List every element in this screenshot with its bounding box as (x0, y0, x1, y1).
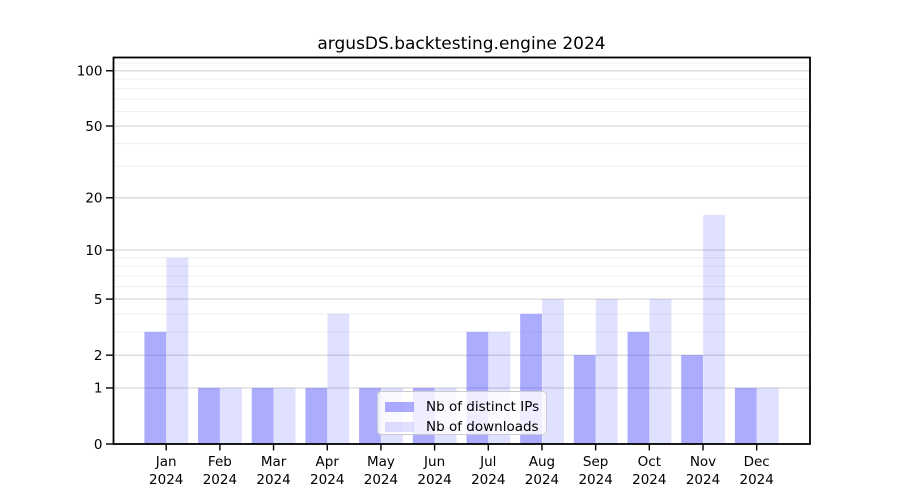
legend-item-distinct-ips: Nb of distinct IPs (378, 397, 546, 417)
bar-distinct-ips-dec-2024 (734, 387, 757, 444)
bar-distinct-ips-nov-2024 (681, 355, 703, 444)
bar-downloads-aug-2024 (542, 299, 564, 444)
legend-swatch-distinct-ips (385, 402, 414, 412)
x-tick-label-month: Mar (261, 454, 287, 470)
bar-distinct-ips-mar-2024 (251, 387, 274, 444)
x-tick-label-year: 2024 (364, 472, 398, 488)
y-tick-label: 2 (94, 348, 103, 364)
y-tick-label: 50 (85, 119, 102, 135)
y-tick-label: 0 (94, 437, 103, 453)
x-tick-label-month: Apr (316, 454, 340, 470)
x-tick-label-year: 2024 (525, 472, 559, 488)
x-tick-label-year: 2024 (417, 472, 451, 488)
x-tick-label-month: Jan (155, 454, 177, 470)
x-tick-label-year: 2024 (256, 472, 290, 488)
bar-downloads-nov-2024 (703, 214, 725, 444)
x-tick-label-year: 2024 (310, 472, 344, 488)
y-tick-label: 1 (94, 381, 103, 397)
bar-distinct-ips-may-2024 (359, 387, 381, 444)
chart-legend: Nb of distinct IPs Nb of downloads (377, 391, 547, 435)
bar-distinct-ips-apr-2024 (305, 387, 328, 444)
legend-swatch-downloads (385, 422, 414, 432)
bar-distinct-ips-sep-2024 (573, 355, 596, 444)
y-tick-label: 100 (77, 64, 103, 80)
chart-title: argusDS.backtesting.engine 2024 (317, 34, 606, 54)
bar-distinct-ips-oct-2024 (627, 331, 650, 444)
x-tick-label-year: 2024 (203, 472, 237, 488)
bar-downloads-mar-2024 (273, 387, 296, 444)
bar-downloads-apr-2024 (327, 313, 350, 444)
x-tick-label-month: May (367, 454, 395, 470)
bar-downloads-jan-2024 (166, 257, 189, 444)
x-tick-label-year: 2024 (578, 472, 612, 488)
bar-downloads-feb-2024 (220, 387, 242, 444)
bar-downloads-oct-2024 (649, 299, 672, 444)
x-tick-label-month: Jul (479, 454, 496, 470)
x-tick-label-month: Dec (744, 454, 770, 470)
plot-border (112, 56, 811, 445)
x-tick-label-year: 2024 (471, 472, 505, 488)
x-tick-label-month: Aug (529, 454, 555, 470)
x-tick-label-month: Nov (690, 454, 716, 470)
x-tick-label-year: 2024 (686, 472, 720, 488)
x-tick-label-year: 2024 (149, 472, 183, 488)
x-tick-label-month: Sep (583, 454, 608, 470)
x-tick-label-month: Feb (208, 454, 232, 470)
bar-distinct-ips-jan-2024 (144, 331, 167, 444)
y-tick-label: 20 (85, 191, 102, 207)
legend-item-downloads: Nb of downloads (378, 417, 546, 437)
legend-label-distinct-ips: Nb of distinct IPs (426, 399, 540, 415)
x-tick-label-year: 2024 (740, 472, 774, 488)
x-tick-label-year: 2024 (632, 472, 666, 488)
x-tick-label-month: Oct (638, 454, 661, 470)
y-tick-label: 10 (85, 243, 102, 259)
bar-distinct-ips-feb-2024 (198, 387, 220, 444)
y-tick-label: 5 (94, 292, 103, 308)
legend-label-downloads: Nb of downloads (426, 419, 539, 435)
bar-downloads-dec-2024 (756, 387, 779, 444)
bar-downloads-sep-2024 (595, 299, 618, 444)
x-tick-label-month: Jun (423, 454, 445, 470)
